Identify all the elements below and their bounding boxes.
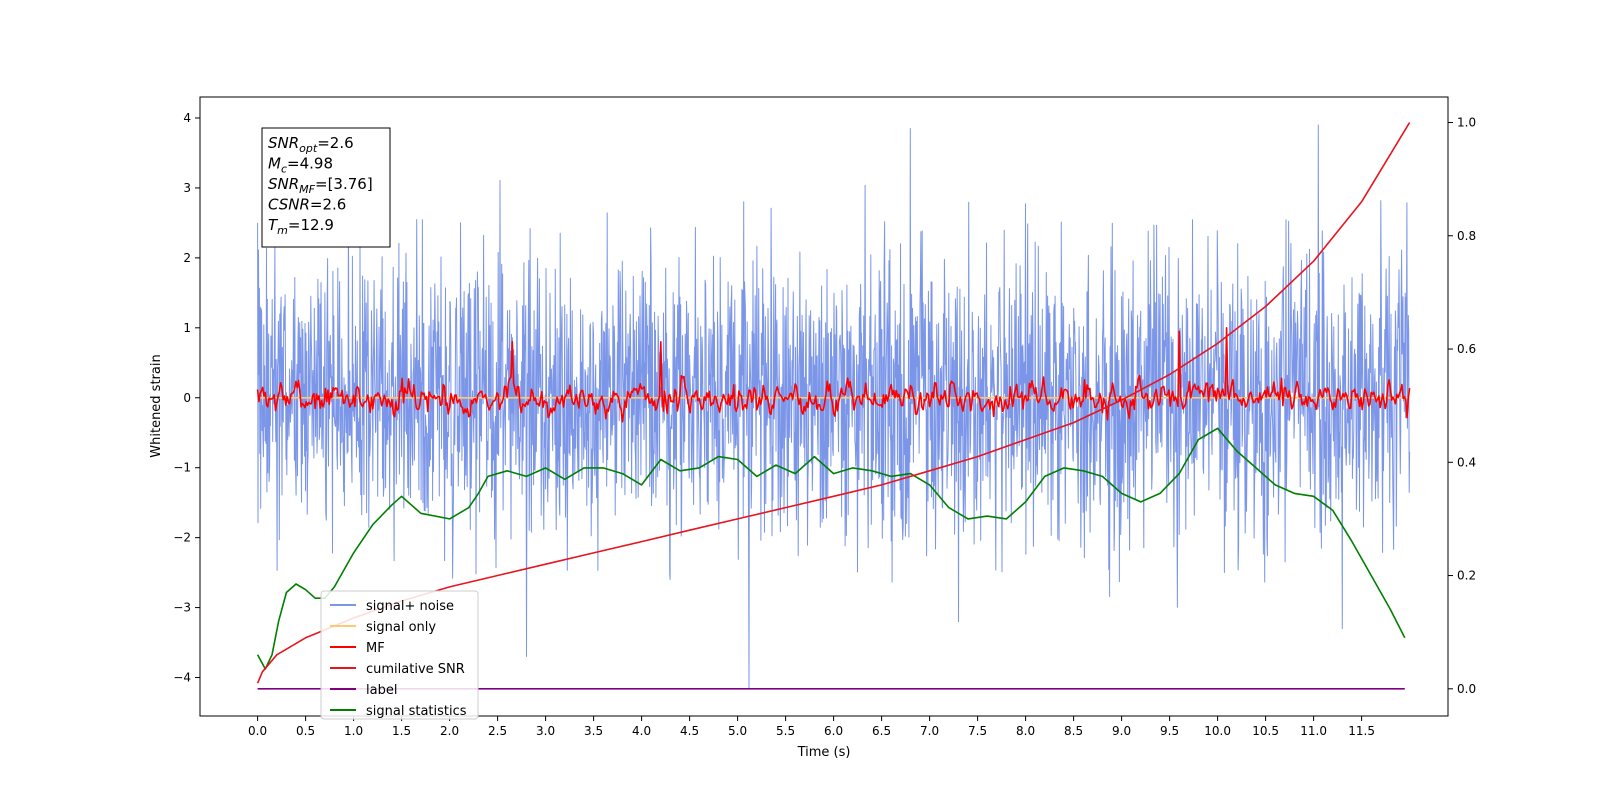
legend-label-signal-only: signal only <box>366 620 436 635</box>
annotation-value: =2.6 <box>317 134 353 152</box>
annotation-frame <box>261 127 391 248</box>
x-tick-label: 0.5 <box>296 724 315 738</box>
x-tick-label: 11.5 <box>1348 724 1375 738</box>
x-tick-label: 1.5 <box>392 724 411 738</box>
x-tick-label: 9.0 <box>1112 724 1131 738</box>
series-mf <box>256 326 1411 423</box>
annotation-subscript: m <box>277 224 288 237</box>
y-tick-label: −4 <box>173 671 191 685</box>
y-tick-label: −1 <box>173 461 191 475</box>
annotation-subscript: opt <box>299 142 318 155</box>
x-tick-label: 4.5 <box>680 724 699 738</box>
legend-label-mf: MF <box>366 641 385 656</box>
x-tick-label: 11.0 <box>1300 724 1327 738</box>
x-axis-label: Time (s) <box>797 745 851 760</box>
annotation-line: Tm=12.9 <box>268 216 334 237</box>
x-tick-label: 6.5 <box>872 724 891 738</box>
series-layer <box>256 122 1411 690</box>
x-tick-label: 2.5 <box>488 724 507 738</box>
x-tick-label: 0.0 <box>248 724 267 738</box>
y-tick-label: 2 <box>183 251 191 265</box>
x-tick-label: 3.5 <box>584 724 603 738</box>
annotation-symbol: CSNR <box>268 196 310 214</box>
y-axis-ticks: −4 −3 −2 −1 0 1 2 3 4 <box>173 111 200 685</box>
legend-label-signal-statistics: signal statistics <box>366 704 467 719</box>
annotation-line: SNRopt=2.6 <box>268 134 354 155</box>
x-tick-label: 7.5 <box>968 724 987 738</box>
y-right-tick-label: 0.0 <box>1457 682 1476 696</box>
y-right-tick-label: 0.6 <box>1457 342 1476 356</box>
x-tick-label: 1.0 <box>344 724 363 738</box>
annotation-value: =[3.76] <box>315 175 373 193</box>
x-tick-label: 5.5 <box>776 724 795 738</box>
legend-label-label: label <box>366 683 397 698</box>
y-right-axis-ticks: 0.0 0.2 0.4 0.6 0.8 1.0 <box>1448 115 1476 696</box>
x-tick-label: 3.0 <box>536 724 555 738</box>
x-axis-ticks: 0.0 0.5 1.0 1.5 2.0 2.5 3.0 3.5 4.0 4.5 5.0 5.5 6.0 6… <box>248 716 1375 738</box>
y-tick-label: −3 <box>173 601 191 615</box>
annotation-line: Mc=4.98 <box>268 155 333 176</box>
y-tick-label: 3 <box>183 181 191 195</box>
x-tick-label: 10.5 <box>1252 724 1279 738</box>
x-tick-label: 2.0 <box>440 724 459 738</box>
y-right-tick-label: 0.8 <box>1457 229 1476 243</box>
x-tick-label: 10.0 <box>1204 724 1231 738</box>
annotation-value: =12.9 <box>288 216 334 234</box>
legend-label-signal-noise: signal+ noise <box>366 599 454 614</box>
x-tick-label: 6.0 <box>824 724 843 738</box>
x-tick-label: 9.5 <box>1160 724 1179 738</box>
annotation-line: CSNR=2.6 <box>268 196 346 214</box>
annotation-line: SNRMF=[3.76] <box>268 175 373 196</box>
legend-frame <box>320 590 479 720</box>
series-signal-statistics <box>256 427 1406 670</box>
y-right-tick-label: 0.2 <box>1457 569 1476 583</box>
x-tick-label: 8.0 <box>1016 724 1035 738</box>
x-tick-label: 7.0 <box>920 724 939 738</box>
y-tick-label: 1 <box>183 321 191 335</box>
y-axis-label: Whitened strain <box>149 354 164 457</box>
annotation-value: =4.98 <box>287 155 333 173</box>
y-tick-label: 4 <box>183 111 191 125</box>
x-tick-label: 5.0 <box>728 724 747 738</box>
x-tick-label: 4.0 <box>632 724 651 738</box>
legend-label-cumilative-snr: cumilative SNR <box>366 662 465 677</box>
annotation-symbol: SNR <box>268 175 299 193</box>
y-right-tick-label: 1.0 <box>1457 115 1476 129</box>
y-tick-label: 0 <box>183 391 191 405</box>
annotation-subscript: c <box>281 163 287 176</box>
y-tick-label: −2 <box>173 531 191 545</box>
annotation-symbol: SNR <box>268 134 299 152</box>
series-signal-noise <box>257 124 1411 689</box>
plot-frame <box>199 96 1449 717</box>
annotation-symbol: T <box>268 216 279 234</box>
annotation-subscript: MF <box>299 183 315 196</box>
y-right-tick-label: 0.4 <box>1457 455 1476 469</box>
annotation-value: =2.6 <box>310 196 346 214</box>
x-tick-label: 8.5 <box>1064 724 1083 738</box>
annotation-box: SNRopt=2.6Mc=4.98SNRMF=[3.76]CSNR=2.6Tm=… <box>261 127 391 248</box>
legend: signal+ noise signal only MF cumilative SNR… <box>320 590 479 720</box>
annotation-symbol: M <box>268 155 281 173</box>
